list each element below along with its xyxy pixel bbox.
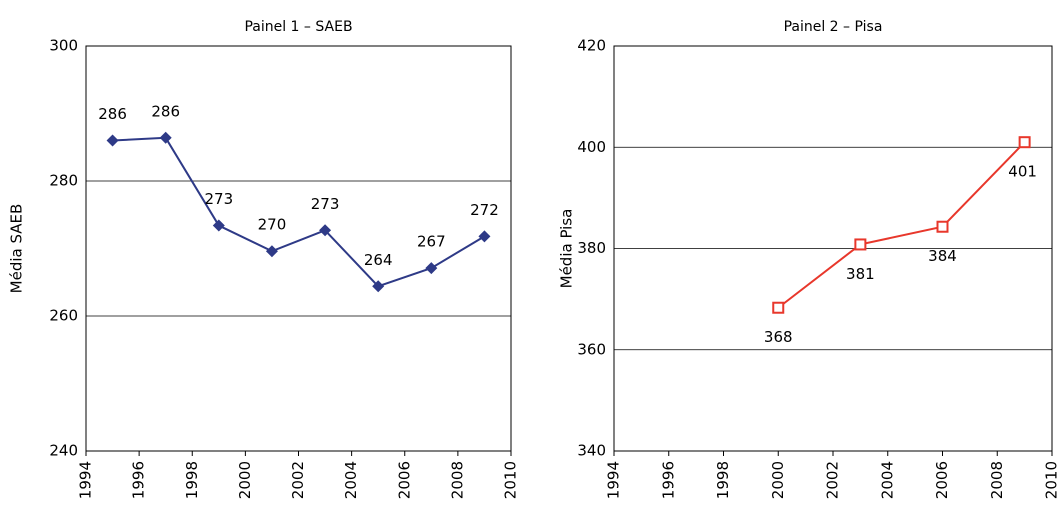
x-tick-label: 2002 <box>824 461 842 499</box>
x-tick-label: 2004 <box>878 461 896 499</box>
y-tick-label: 380 <box>577 239 606 257</box>
series-line <box>777 141 1026 309</box>
y-tick-label: 420 <box>577 37 606 55</box>
x-tick-label: 1998 <box>714 461 732 499</box>
y-tick-label: 340 <box>577 442 606 460</box>
marker <box>936 220 949 233</box>
marker <box>159 131 172 144</box>
data-label: 401 <box>1008 163 1037 181</box>
marker <box>212 219 225 232</box>
y-tick-label: 280 <box>49 172 78 190</box>
x-tick-label: 2008 <box>448 461 466 499</box>
y-tick-label: 240 <box>49 442 78 460</box>
y-tick-label: 400 <box>577 138 606 156</box>
chart-title: Painel 2 – Pisa <box>784 19 883 35</box>
chart-title: Painel 1 – SAEB <box>244 19 352 35</box>
y-tick-label: 260 <box>49 307 78 325</box>
x-tick-label: 2010 <box>1043 461 1060 499</box>
data-label: 368 <box>764 328 793 346</box>
marker <box>772 301 785 314</box>
marker <box>106 134 119 147</box>
y-axis-label: Média Pisa <box>558 209 576 289</box>
y-axis-label: Média SAEB <box>8 204 26 294</box>
x-tick-label: 1994 <box>77 461 95 499</box>
plot-area <box>85 45 512 452</box>
x-tick-label: 2010 <box>502 461 520 499</box>
data-label: 286 <box>151 102 180 120</box>
data-label: 273 <box>311 195 340 213</box>
y-tick-label: 360 <box>577 340 606 358</box>
x-tick-label: 2006 <box>395 461 413 499</box>
x-tick-label: 1994 <box>605 461 623 499</box>
marker <box>1018 136 1031 149</box>
data-label: 384 <box>928 247 957 265</box>
data-label: 264 <box>364 251 393 269</box>
series-line <box>112 136 485 288</box>
x-tick-label: 1998 <box>183 461 201 499</box>
x-tick-label: 2000 <box>769 461 787 499</box>
x-tick-label: 2006 <box>933 461 951 499</box>
data-label: 286 <box>98 105 127 123</box>
data-label: 272 <box>470 201 499 219</box>
marker <box>319 224 332 237</box>
x-tick-label: 1996 <box>659 461 677 499</box>
marker <box>854 238 867 251</box>
data-label: 273 <box>204 190 233 208</box>
x-tick-label: 1996 <box>130 461 148 499</box>
data-label: 267 <box>417 233 446 251</box>
x-tick-label: 2008 <box>988 461 1006 499</box>
x-tick-label: 2002 <box>289 461 307 499</box>
y-tick-label: 300 <box>49 37 78 55</box>
marker <box>372 280 385 293</box>
marker <box>478 230 491 243</box>
data-label: 381 <box>846 265 875 283</box>
marker <box>425 262 438 275</box>
data-label: 270 <box>258 216 287 234</box>
x-tick-label: 2000 <box>236 461 254 499</box>
x-tick-label: 2004 <box>342 461 360 499</box>
marker <box>265 245 278 258</box>
